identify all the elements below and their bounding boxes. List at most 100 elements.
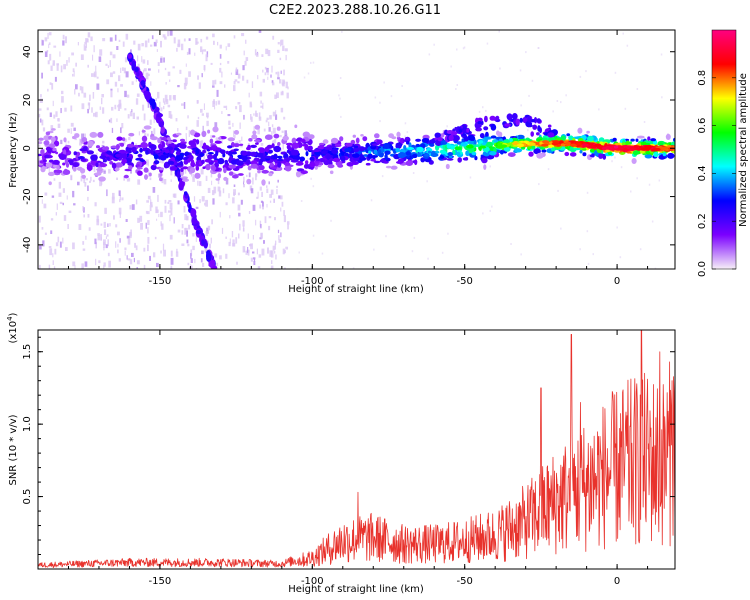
spectrogram-noise-speck xyxy=(244,60,247,66)
spectrogram-band-blob xyxy=(40,166,46,173)
spectrogram-noise-speck xyxy=(116,118,118,122)
spectrogram-bump-blob xyxy=(484,115,488,123)
spectrogram-noise-speck xyxy=(147,60,149,65)
spectrogram-noise-speck xyxy=(215,137,218,142)
spectrogram-noise-speck xyxy=(390,95,393,98)
spectrogram-noise-speck xyxy=(455,88,457,90)
spectrogram-noise-speck xyxy=(124,57,128,63)
spectrogram-noise-speck xyxy=(39,98,43,103)
spectrogram-core-blob xyxy=(551,142,559,146)
spectrogram-core-blob xyxy=(601,146,608,150)
spectrogram-noise-speck xyxy=(67,128,70,133)
spectrogram-band-blob xyxy=(48,181,52,186)
spectrogram-noise-speck xyxy=(54,76,57,82)
spectrogram-noise-speck xyxy=(253,261,256,265)
spectrogram-band-blob xyxy=(109,161,114,165)
spectrogram-noise-speck xyxy=(279,79,282,84)
spectrogram-noise-speck xyxy=(41,227,44,230)
spectrogram-noise-speck xyxy=(48,42,51,45)
spectrogram-noise-speck xyxy=(117,231,120,236)
spectrogram-band-blob xyxy=(374,133,380,139)
spectrogram-noise-speck xyxy=(181,230,184,235)
spectrogram-noise-speck xyxy=(307,157,309,160)
spectrogram-noise-speck xyxy=(114,104,117,110)
spectrogram-noise-speck xyxy=(39,264,41,269)
spectrogram-band-blob xyxy=(296,161,304,166)
spectrogram-noise-speck xyxy=(106,79,110,85)
spectrogram-noise-speck xyxy=(126,179,129,182)
spectrogram-noise-speck xyxy=(195,235,197,242)
spectrogram-noise-speck xyxy=(401,85,403,87)
spectrogram-noise-speck xyxy=(139,215,143,222)
spectrogram-noise-speck xyxy=(147,227,149,234)
spectrogram-noise-speck xyxy=(103,242,105,248)
spectrogram-streak-blob xyxy=(156,113,164,118)
spectrogram-band-blob xyxy=(271,143,275,149)
spectrogram-noise-speck xyxy=(169,234,173,240)
spectrogram-band-blob xyxy=(408,142,412,149)
spectrogram-noise-speck xyxy=(557,189,559,192)
spectrogram-core-blob xyxy=(516,143,525,147)
spectrogram-noise-speck xyxy=(49,53,52,61)
spectrogram-noise-speck xyxy=(276,92,279,98)
spectrogram-noise-speck xyxy=(47,60,50,65)
spectrogram-noise-speck xyxy=(203,103,205,110)
spectrogram-noise-speck xyxy=(98,260,101,264)
spectrogram-band-blob xyxy=(490,135,497,139)
spectrogram-noise-speck xyxy=(124,250,126,256)
spectrogram-band-blob xyxy=(291,142,299,149)
spectrogram-noise-speck xyxy=(101,97,103,105)
spectrogram-noise-speck xyxy=(259,204,262,209)
spectrogram-noise-speck xyxy=(274,138,277,143)
spectrogram-noise-speck xyxy=(272,245,275,251)
spectrogram-noise-speck xyxy=(103,265,105,269)
spectrogram-noise-speck xyxy=(125,219,128,222)
spectrogram-noise-speck xyxy=(87,32,91,38)
spectrogram-noise-speck xyxy=(169,202,173,210)
spectrogram-noise-speck xyxy=(107,239,109,247)
spectrogram-noise-speck xyxy=(661,96,663,99)
spectrogram-band-blob xyxy=(217,173,222,179)
spectrogram-band-blob xyxy=(489,151,497,156)
spectrogram-noise-speck xyxy=(81,86,84,94)
spectrogram-noise-speck xyxy=(258,254,262,258)
spectrogram-noise-speck xyxy=(140,222,143,230)
spectrogram-noise-speck xyxy=(156,262,159,267)
spectrogram-noise-speck xyxy=(131,204,135,210)
spectrogram-noise-speck xyxy=(217,178,220,185)
spectrogram-noise-speck xyxy=(126,94,130,98)
spectrogram-noise-speck xyxy=(223,105,226,108)
spectrogram-noise-speck xyxy=(216,89,219,97)
spectrogram-band-blob xyxy=(305,151,309,157)
spectrogram-noise-speck xyxy=(192,245,195,251)
spectrogram-band-blob xyxy=(212,126,219,133)
spectrogram-bump-blob xyxy=(515,118,520,126)
spectrogram-noise-speck xyxy=(231,231,234,238)
spectrogram-core-blob xyxy=(565,141,571,145)
spectrogram-noise-speck xyxy=(225,178,229,185)
spectrogram-band-blob xyxy=(530,131,534,137)
spectrogram-bump-blob xyxy=(527,115,532,123)
spectrogram-band-blob xyxy=(119,142,125,147)
spectrogram-noise-speck xyxy=(157,62,160,66)
spectrogram-noise-speck xyxy=(184,77,188,85)
spectrogram-noise-speck xyxy=(246,79,249,84)
spectrogram-noise-speck xyxy=(187,262,190,266)
spectrogram-noise-speck xyxy=(38,144,41,147)
spectrogram-noise-speck xyxy=(447,232,449,235)
spectrogram-noise-speck xyxy=(282,143,284,150)
spectrogram-noise-speck xyxy=(42,127,46,132)
spectrogram-noise-speck xyxy=(160,56,163,60)
spectrogram-noise-speck xyxy=(184,227,187,235)
spectrogram-x-tick-label: -50 xyxy=(457,276,473,287)
spectrogram-band-blob xyxy=(373,160,381,164)
spectrogram-noise-speck xyxy=(242,220,245,227)
spectrogram-band-blob xyxy=(359,154,364,159)
spectrogram-band-blob xyxy=(99,163,108,168)
spectrogram-noise-speck xyxy=(49,82,52,85)
spectrogram-noise-speck xyxy=(164,67,167,71)
spectrogram-bump-blob xyxy=(495,115,500,121)
spectrogram-band-blob xyxy=(154,149,162,153)
spectrogram-band-blob xyxy=(395,143,402,149)
spectrogram-noise-speck xyxy=(170,257,174,265)
